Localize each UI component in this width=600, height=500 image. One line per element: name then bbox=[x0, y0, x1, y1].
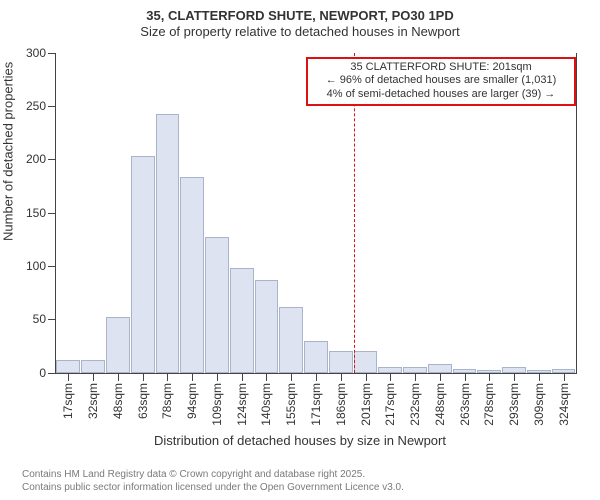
x-tick-label: 278sqm bbox=[482, 383, 496, 426]
y-tick bbox=[48, 319, 56, 320]
x-tick-label: 124sqm bbox=[235, 383, 249, 426]
bar bbox=[453, 369, 477, 372]
title-line2: Size of property relative to detached ho… bbox=[0, 24, 600, 40]
x-tick bbox=[143, 373, 144, 381]
bar bbox=[428, 364, 452, 373]
bar bbox=[304, 341, 328, 373]
x-tick bbox=[390, 373, 391, 381]
x-tick-label: 263sqm bbox=[458, 383, 472, 426]
y-tick bbox=[48, 373, 56, 374]
x-tick bbox=[68, 373, 69, 381]
bar bbox=[378, 367, 402, 372]
x-tick-label: 78sqm bbox=[160, 383, 174, 419]
x-tick bbox=[440, 373, 441, 381]
x-tick-label: 186sqm bbox=[334, 383, 348, 426]
x-tick-label: 232sqm bbox=[408, 383, 422, 426]
x-tick-label: 201sqm bbox=[359, 383, 373, 426]
annotation-box: 35 CLATTERFORD SHUTE: 201sqm← 96% of det… bbox=[306, 57, 576, 106]
x-tick-label: 32sqm bbox=[86, 383, 100, 419]
bar bbox=[527, 370, 551, 372]
bar bbox=[329, 351, 353, 372]
bar bbox=[230, 268, 254, 373]
x-tick bbox=[316, 373, 317, 381]
x-tick-label: 48sqm bbox=[111, 383, 125, 419]
x-tick-label: 248sqm bbox=[433, 383, 447, 426]
x-tick-label: 309sqm bbox=[532, 383, 546, 426]
y-tick-label: 300 bbox=[26, 46, 46, 60]
x-tick-label: 217sqm bbox=[383, 383, 397, 426]
bar bbox=[156, 114, 180, 372]
bar bbox=[477, 370, 501, 372]
footer-line1: Contains HM Land Registry data © Crown c… bbox=[22, 468, 404, 481]
footer: Contains HM Land Registry data © Crown c… bbox=[22, 468, 404, 494]
x-tick-label: 324sqm bbox=[557, 383, 571, 426]
plot-area: 05010015020025030017sqm32sqm48sqm63sqm78… bbox=[55, 53, 577, 374]
titles: 35, CLATTERFORD SHUTE, NEWPORT, PO30 1PD… bbox=[0, 0, 600, 41]
bar bbox=[205, 237, 229, 372]
x-tick-label: 109sqm bbox=[210, 383, 224, 426]
title-line1: 35, CLATTERFORD SHUTE, NEWPORT, PO30 1PD bbox=[0, 8, 600, 24]
x-tick-label: 293sqm bbox=[507, 383, 521, 426]
bar bbox=[180, 177, 204, 372]
y-tick-label: 200 bbox=[26, 152, 46, 166]
bar bbox=[502, 367, 526, 372]
annotation-line1: 35 CLATTERFORD SHUTE: 201sqm bbox=[313, 61, 569, 75]
x-tick bbox=[465, 373, 466, 381]
chart: Number of detached properties 0501001502… bbox=[0, 41, 600, 441]
y-tick-label: 50 bbox=[33, 312, 46, 326]
x-tick bbox=[514, 373, 515, 381]
bar bbox=[106, 317, 130, 372]
x-axis-title: Distribution of detached houses by size … bbox=[0, 433, 600, 448]
x-tick bbox=[266, 373, 267, 381]
x-tick-label: 140sqm bbox=[259, 383, 273, 426]
bar bbox=[354, 351, 378, 372]
x-tick bbox=[539, 373, 540, 381]
x-tick bbox=[291, 373, 292, 381]
bar bbox=[56, 360, 80, 373]
annotation-line3: 4% of semi-detached houses are larger (3… bbox=[313, 88, 569, 102]
y-tick-label: 0 bbox=[39, 366, 46, 380]
bar bbox=[131, 156, 155, 373]
x-tick bbox=[93, 373, 94, 381]
x-tick-label: 63sqm bbox=[136, 383, 150, 419]
y-tick bbox=[48, 106, 56, 107]
x-tick bbox=[366, 373, 367, 381]
y-tick-label: 250 bbox=[26, 99, 46, 113]
x-tick bbox=[217, 373, 218, 381]
y-tick-label: 150 bbox=[26, 206, 46, 220]
annotation-line2: ← 96% of detached houses are smaller (1,… bbox=[313, 74, 569, 88]
x-tick bbox=[192, 373, 193, 381]
x-tick bbox=[118, 373, 119, 381]
y-tick bbox=[48, 159, 56, 160]
x-tick-label: 155sqm bbox=[284, 383, 298, 426]
bar bbox=[403, 367, 427, 372]
bar bbox=[81, 360, 105, 373]
bar bbox=[255, 280, 279, 373]
y-axis-title: Number of detached properties bbox=[1, 61, 16, 240]
x-tick-label: 94sqm bbox=[185, 383, 199, 419]
x-tick bbox=[489, 373, 490, 381]
x-tick bbox=[341, 373, 342, 381]
y-tick bbox=[48, 266, 56, 267]
x-tick-label: 171sqm bbox=[309, 383, 323, 426]
x-tick bbox=[564, 373, 565, 381]
bar bbox=[279, 307, 303, 372]
footer-line2: Contains public sector information licen… bbox=[22, 481, 404, 494]
x-tick bbox=[167, 373, 168, 381]
x-tick bbox=[242, 373, 243, 381]
bar bbox=[552, 369, 576, 372]
x-tick bbox=[415, 373, 416, 381]
x-tick-label: 17sqm bbox=[61, 383, 75, 419]
y-tick bbox=[48, 53, 56, 54]
y-tick-label: 100 bbox=[26, 259, 46, 273]
y-tick bbox=[48, 213, 56, 214]
